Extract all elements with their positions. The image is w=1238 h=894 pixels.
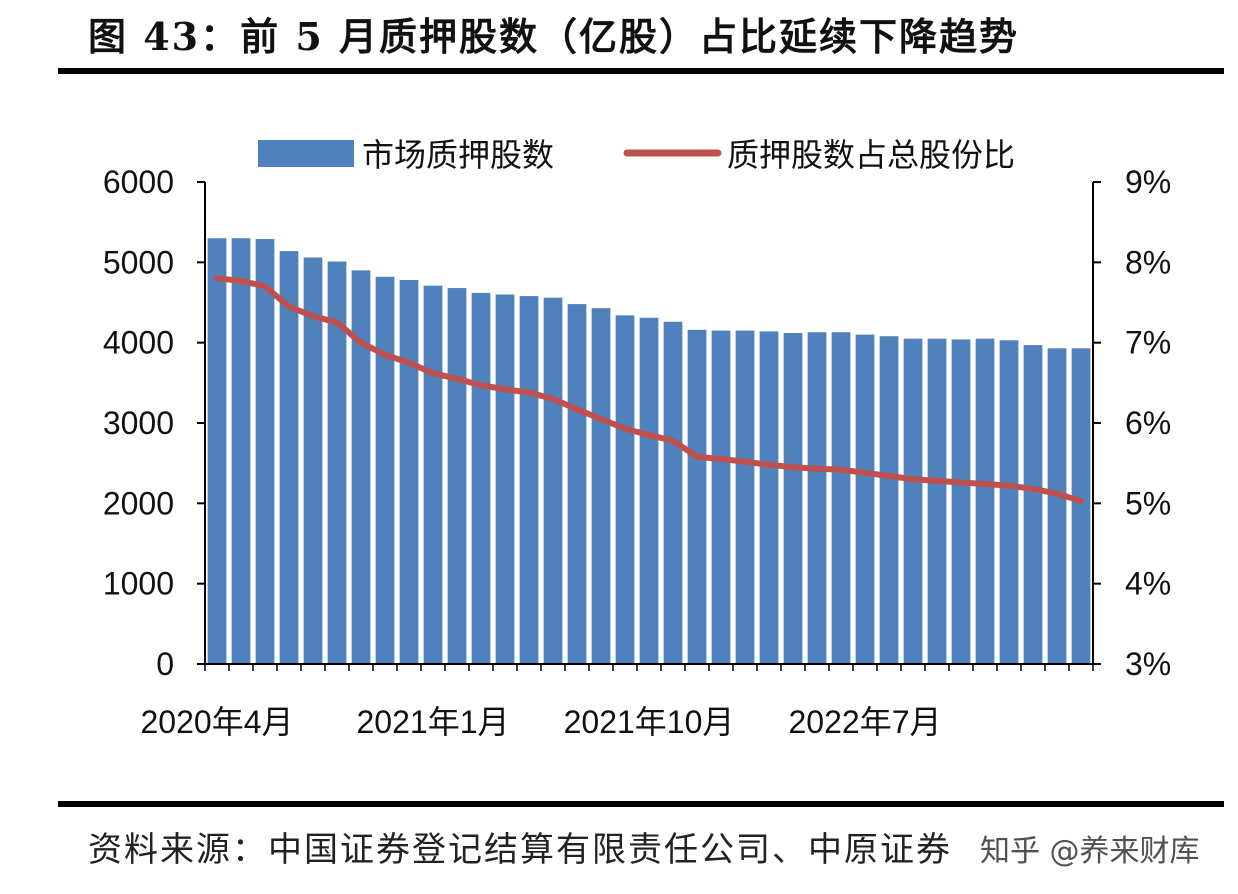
bar: [1071, 348, 1091, 664]
bar: [759, 331, 779, 664]
bar: [1047, 348, 1067, 664]
legend-swatch-bars: [258, 140, 354, 167]
right-axis-tick-label: 5%: [1125, 485, 1171, 521]
bar: [831, 332, 851, 664]
bar: [927, 338, 947, 664]
bar: [351, 270, 371, 664]
top-rule: [58, 68, 1224, 74]
bar: [615, 315, 635, 664]
bar: [807, 332, 827, 664]
x-axis-tick-label: 2022年7月: [789, 704, 942, 740]
bar: [399, 280, 419, 664]
bar: [447, 288, 467, 664]
source-note: 资料来源：中国证券登记结算有限责任公司、中原证券: [88, 830, 952, 870]
bar: [255, 239, 275, 665]
left-axis-tick-label: 1000: [103, 566, 174, 602]
bar: [903, 338, 923, 664]
bar: [879, 336, 899, 664]
bar: [207, 238, 227, 665]
legend-label-line: 质押股数占总股份比: [727, 137, 1015, 173]
bar: [687, 329, 707, 664]
bar: [1023, 345, 1043, 664]
right-axis-tick-label: 9%: [1125, 164, 1171, 200]
right-axis-tick-label: 7%: [1125, 325, 1171, 361]
bar: [471, 292, 491, 664]
watermark: 知乎 @养来财库: [980, 834, 1200, 869]
legend-label-bars: 市场质押股数: [362, 137, 554, 173]
bar: [999, 340, 1019, 664]
left-axis-tick-label: 5000: [103, 244, 174, 280]
bar: [519, 296, 539, 664]
bar: [951, 339, 971, 664]
right-axis-tick-label: 8%: [1125, 244, 1171, 280]
bar: [663, 321, 683, 664]
x-axis-tick-label: 2021年1月: [357, 704, 510, 740]
x-axis-tick-label: 2020年4月: [141, 704, 294, 740]
chart: 0 1000 2000 3000 4000 5000 6000 3% 4% 5% 6% 7% 8% 9% 2…: [103, 137, 1171, 740]
bar: [567, 304, 587, 664]
bar: [375, 276, 395, 664]
left-axis-tick-label: 2000: [103, 485, 174, 521]
x-axis-tick-label: 2021年10月: [564, 704, 735, 740]
series-line-pledge-ratio: [214, 275, 1084, 504]
bar: [639, 317, 659, 664]
bar: [975, 338, 995, 664]
bar: [711, 330, 731, 664]
left-axis-tick-label: 6000: [103, 164, 174, 200]
bar: [543, 297, 563, 664]
bar: [495, 294, 515, 664]
chart-title: 图 43：前 5 月质押股数（亿股）占比延续下降趋势: [88, 14, 1020, 59]
left-axis-tick-label: 3000: [103, 405, 174, 441]
bar: [231, 238, 251, 665]
bar: [327, 261, 347, 664]
left-axis-tick-label: 4000: [103, 325, 174, 361]
bar: [735, 330, 755, 664]
right-axis-tick-label: 6%: [1125, 405, 1171, 441]
right-axis-tick-label: 4%: [1125, 566, 1171, 602]
bar: [783, 333, 803, 664]
bar: [591, 308, 611, 664]
bottom-rule: [58, 801, 1224, 807]
left-axis-tick-label: 0: [156, 646, 174, 682]
right-axis-tick-label: 3%: [1125, 646, 1171, 682]
bar: [423, 285, 443, 664]
bar: [855, 334, 875, 664]
bar: [279, 251, 299, 664]
bar: [303, 257, 323, 664]
